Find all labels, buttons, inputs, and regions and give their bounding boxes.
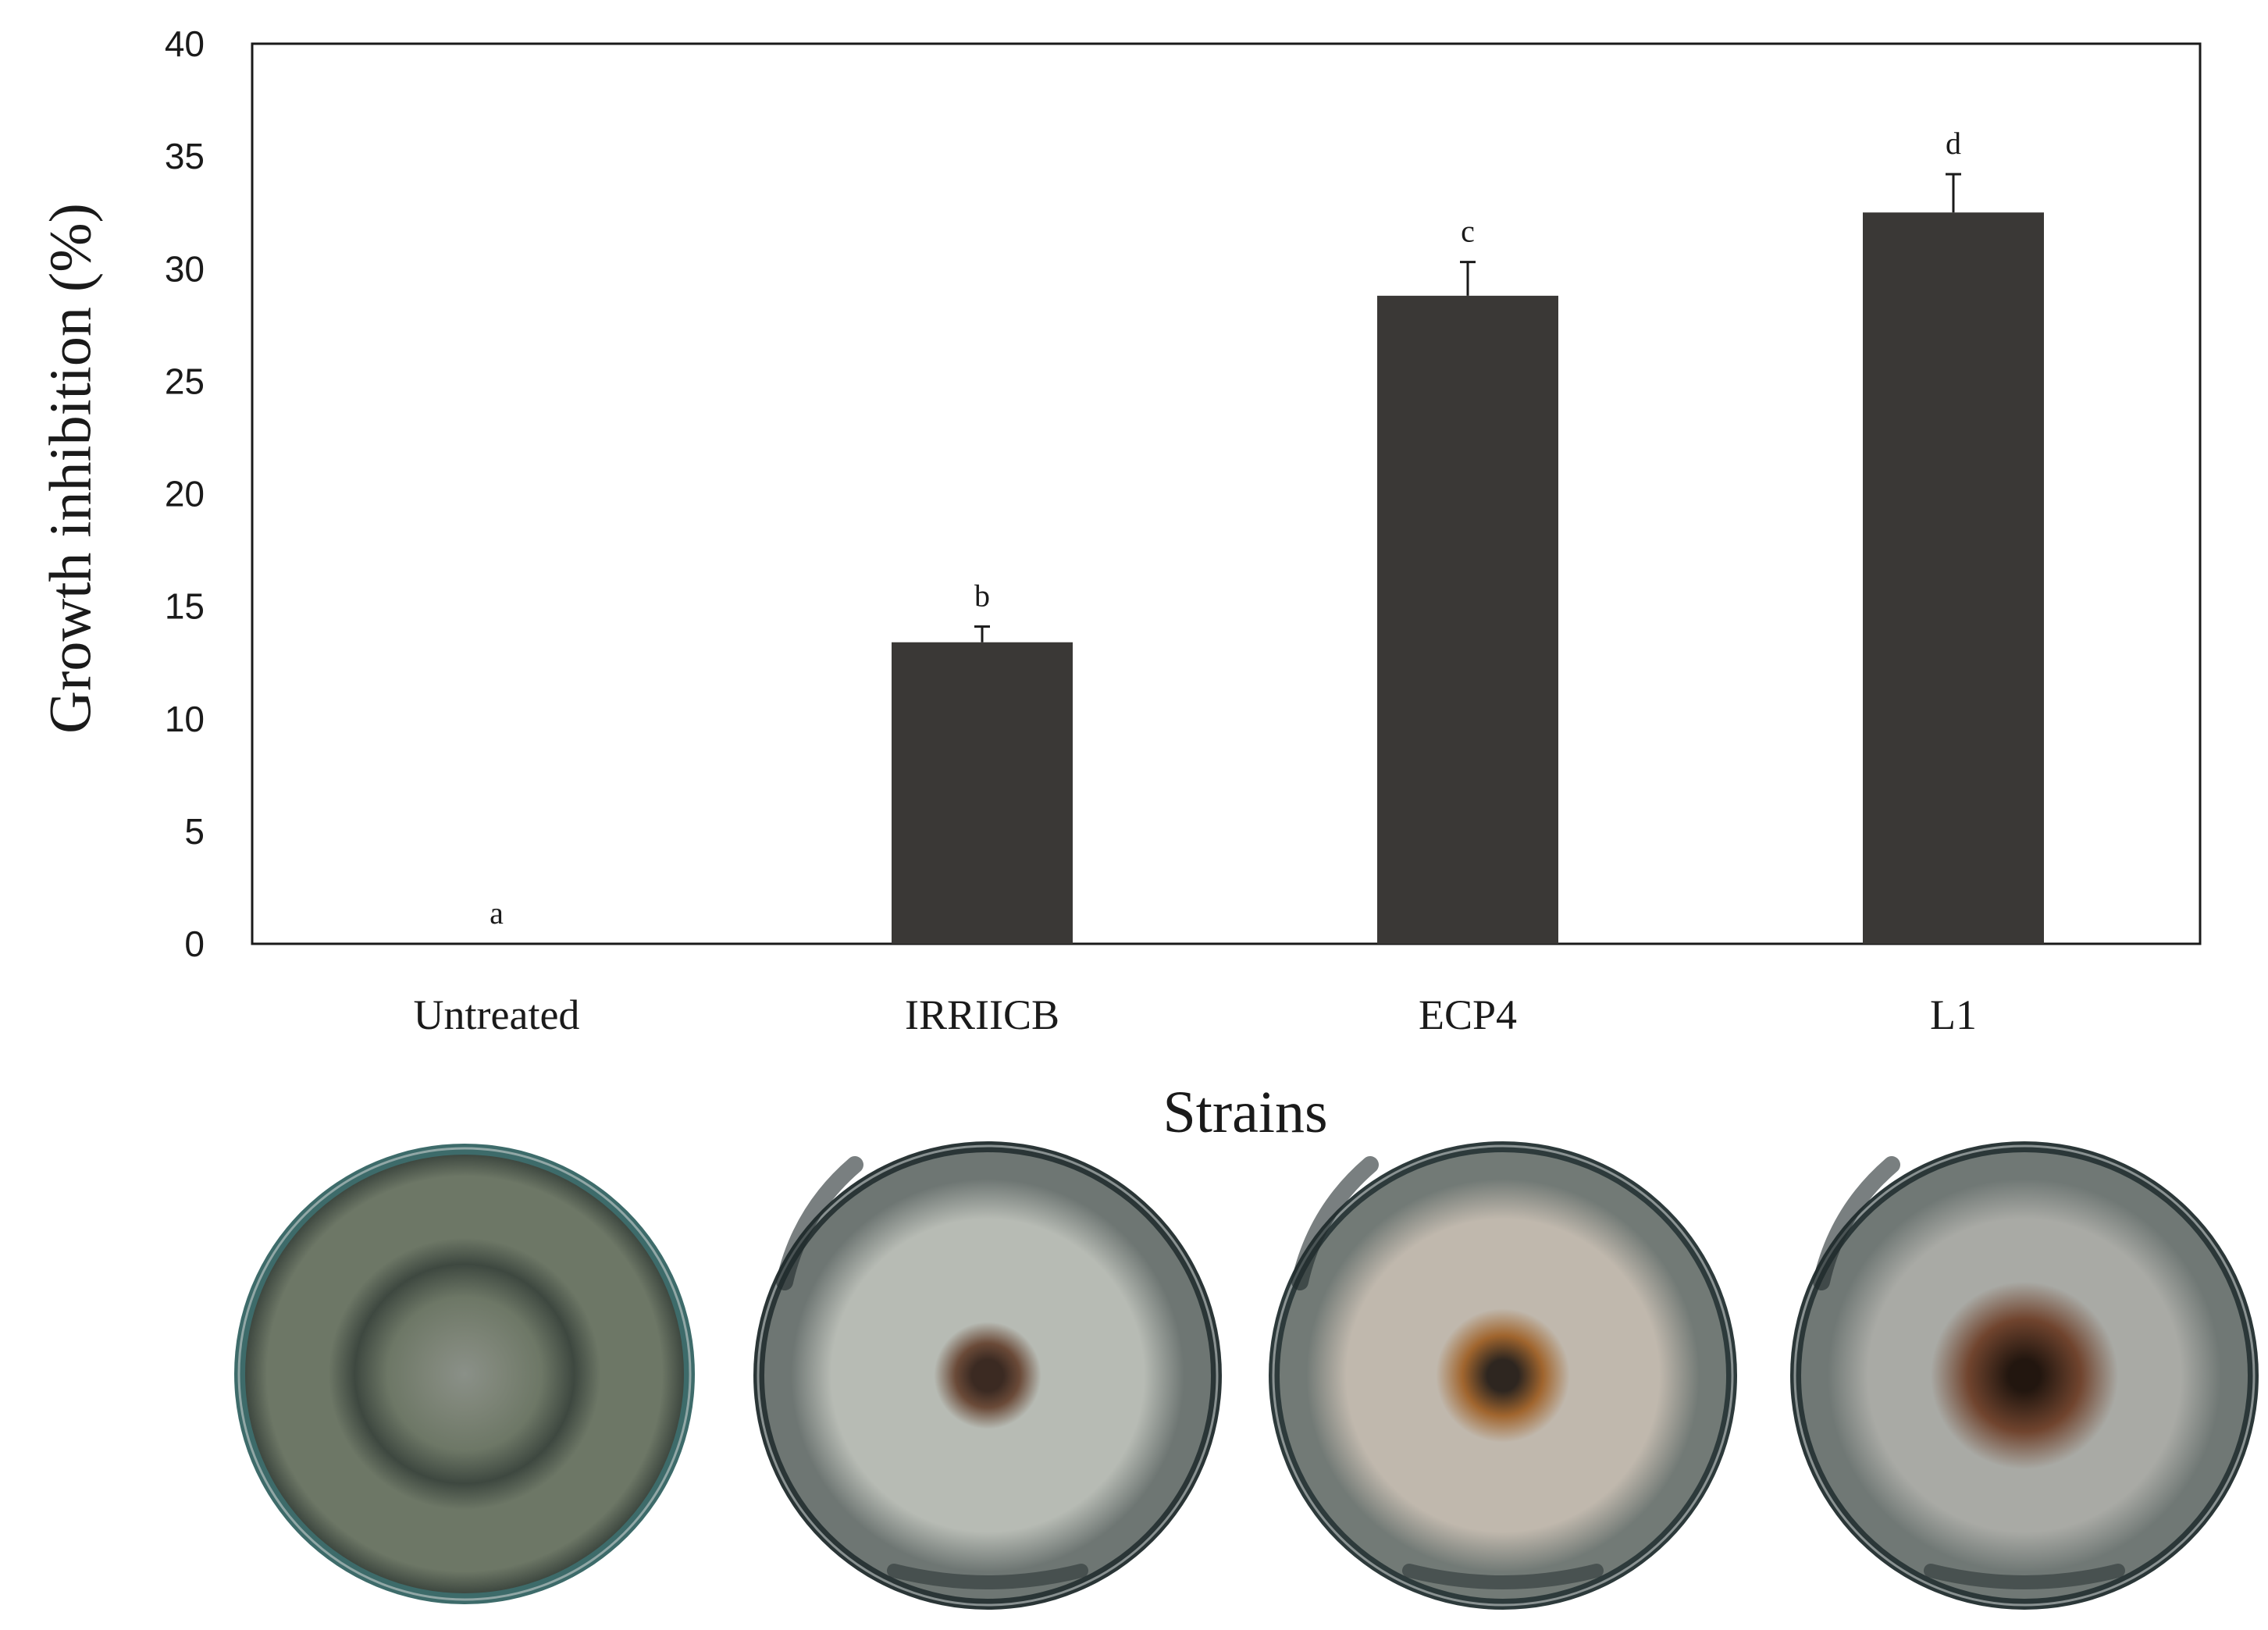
- bars: [892, 212, 2044, 945]
- error-bars: [974, 173, 1961, 642]
- x-ticks: Untreated IRRIICB ECP4 L1: [414, 991, 1977, 1038]
- y-tick-label-20: 20: [165, 474, 205, 514]
- bar-l1: [1863, 212, 2044, 944]
- x-axis-label: Strains: [1162, 1080, 1327, 1145]
- x-tick-label-l1: L1: [1930, 991, 1977, 1038]
- significance-label-l1: d: [1946, 126, 1961, 161]
- petri-dish-ecp4: [1269, 1141, 1737, 1610]
- y-tick-label-10: 10: [165, 699, 205, 739]
- y-tick-label-35: 35: [165, 136, 205, 176]
- x-tick-label-ecp4: ECP4: [1419, 991, 1517, 1038]
- y-tick-label-40: 40: [165, 23, 205, 64]
- y-tick-label-5: 5: [184, 811, 205, 852]
- petri-dish-photos: [234, 1141, 2259, 1610]
- y-tick-label-0: 0: [184, 924, 205, 964]
- y-ticks: 0 5 10 15 20 25 30 35 40: [165, 23, 205, 964]
- significance-labels: a b c d: [490, 126, 1961, 931]
- bar-ecp4: [1377, 295, 1558, 945]
- significance-label-irriicb: b: [974, 578, 990, 614]
- y-tick-label-25: 25: [165, 361, 205, 401]
- petri-dish-l1: [1790, 1141, 2259, 1610]
- bar-irriicb: [892, 642, 1073, 944]
- y-tick-label-15: 15: [165, 586, 205, 627]
- x-tick-label-irriicb: IRRIICB: [905, 991, 1059, 1038]
- plot-frame: [251, 42, 2202, 945]
- petri-dish-untreated: [234, 1144, 695, 1604]
- petri-dish-irriicb: [753, 1141, 1222, 1610]
- x-tick-label-untreated: Untreated: [414, 991, 580, 1038]
- y-tick-label-30: 30: [165, 248, 205, 289]
- significance-label-ecp4: c: [1461, 214, 1475, 249]
- significance-label-untreated: a: [490, 895, 504, 931]
- y-axis-label: Growth inhibition (%): [37, 203, 103, 734]
